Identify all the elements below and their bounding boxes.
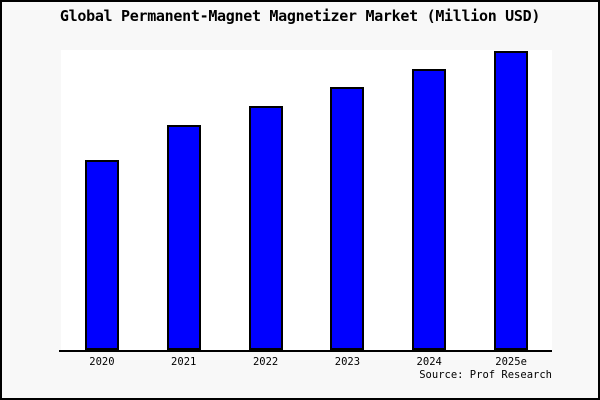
chart-title: Global Permanent-Magnet Magnetizer Marke… bbox=[59, 7, 541, 25]
bar-2025e bbox=[494, 51, 529, 350]
x-tick-label-2020: 2020 bbox=[89, 356, 115, 368]
x-tick-label-2022: 2022 bbox=[252, 356, 279, 368]
x-tick-label-2025e: 2025e bbox=[495, 356, 527, 368]
source-credit: Source: Prof Research bbox=[419, 369, 552, 381]
bar-2023 bbox=[330, 87, 365, 350]
bar-2021 bbox=[166, 125, 201, 350]
bar-2024 bbox=[412, 69, 447, 350]
plot-area bbox=[59, 50, 552, 352]
x-tick-label-2024: 2024 bbox=[416, 356, 442, 368]
x-tick-label-2023: 2023 bbox=[334, 356, 361, 368]
x-axis-labels: 2020 2021 2022 2023 2024 2025e bbox=[61, 356, 552, 370]
x-tick-label-2021: 2021 bbox=[171, 356, 197, 368]
bar-2020 bbox=[84, 160, 119, 350]
bar-2022 bbox=[248, 106, 283, 350]
x-axis-line bbox=[59, 350, 552, 352]
